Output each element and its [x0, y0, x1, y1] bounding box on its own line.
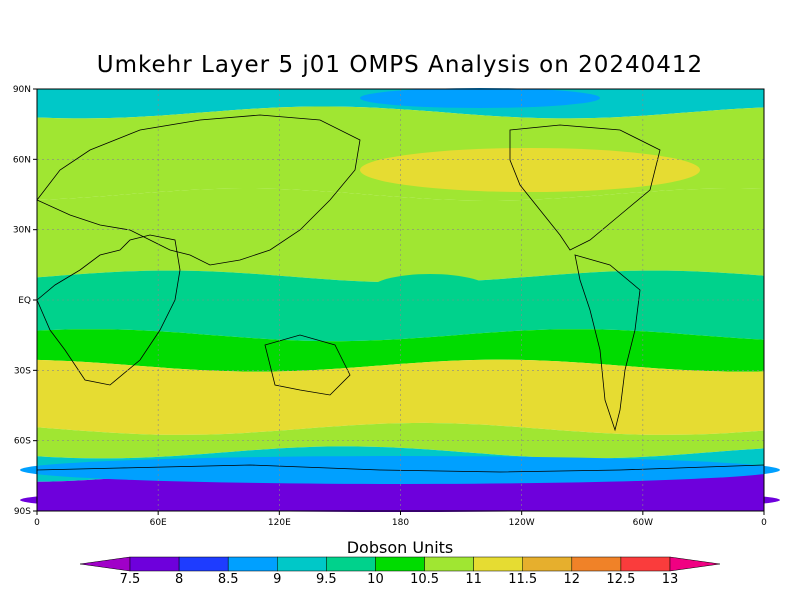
coastline [509, 124, 661, 251]
x-tick-label: 60W [633, 518, 653, 528]
x-axis: 0 60E 120E 180 120W 60W 0 [34, 511, 767, 528]
contour-region [360, 88, 600, 108]
contour-region [570, 283, 710, 327]
y-tick-label: 60N [13, 155, 31, 165]
x-tick-label: 120E [268, 518, 291, 528]
contour-band [37, 359, 764, 435]
y-tick-label: EQ [18, 296, 31, 306]
colorbar-label: 13 [662, 572, 679, 587]
x-tick-label: 120W [509, 518, 535, 528]
colorbar: Dobson Units 7.5 8 8.5 9 9.5 10 10.5 11 11.5 12 12.… [79, 538, 721, 587]
colorbar-swatch [473, 556, 523, 572]
colorbar-label: 7.5 [120, 572, 141, 587]
coastline [574, 254, 641, 432]
x-tick-label: 180 [392, 518, 409, 528]
y-tick-label: 90N [13, 85, 31, 95]
y-tick-label: 30S [14, 366, 31, 376]
y-axis: 90N 60N 30N EQ 30S 60S 90S [13, 85, 37, 517]
colorbar-label: 11.5 [508, 572, 537, 587]
y-tick-label: 60S [14, 437, 31, 447]
colorbar-swatch [277, 556, 327, 572]
colorbar-swatch [522, 556, 573, 572]
colorbar-label: 11 [465, 572, 482, 587]
coastline [36, 234, 181, 386]
colorbar-label: 10 [367, 572, 384, 587]
colorbar-label: 12.5 [606, 572, 635, 587]
colorbar-swatch [424, 556, 474, 572]
colorbar-label: 8.5 [218, 572, 239, 587]
colorbar-swatch [178, 556, 229, 572]
contour-plot-area [20, 88, 780, 512]
colorbar-swatch [571, 556, 622, 572]
x-tick-label: 60E [150, 518, 167, 528]
x-tick-label: 0 [34, 518, 40, 528]
chart-title: Umkehr Layer 5 j01 OMPS Analysis on 2024… [96, 52, 704, 78]
colorbar-swatch [227, 556, 278, 572]
contour-region [200, 199, 260, 227]
colorbar-label: 12 [564, 572, 581, 587]
grid-lines [37, 89, 764, 511]
colorbar-swatch [129, 556, 180, 572]
y-tick-label: 30N [13, 226, 31, 236]
colorbar-swatch [620, 556, 671, 572]
colorbar-title: Dobson Units [347, 538, 454, 557]
colorbar-label: 9 [273, 572, 281, 587]
colorbar-swatch [326, 556, 376, 572]
colorbar-min-arrow [79, 556, 131, 572]
coastline-layer [36, 114, 765, 512]
contour-region [360, 148, 700, 192]
colorbar-max-arrow [669, 556, 721, 572]
colorbar-label: 9.5 [316, 572, 337, 587]
contour-region [20, 488, 780, 512]
y-tick-label: 90S [14, 507, 31, 517]
x-tick-label: 0 [761, 518, 767, 528]
coastline [36, 114, 361, 266]
colorbar-swatch [375, 556, 425, 572]
contour-region [370, 274, 490, 306]
colorbar-label: 10.5 [410, 572, 439, 587]
colorbar-label: 8 [175, 572, 183, 587]
